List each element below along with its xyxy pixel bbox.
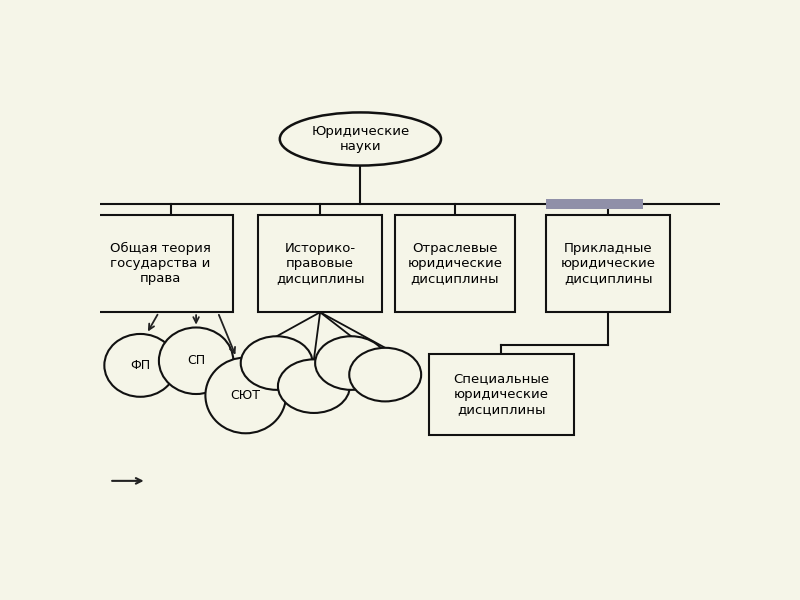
- Circle shape: [278, 359, 350, 413]
- Ellipse shape: [280, 112, 441, 166]
- Bar: [394, 215, 515, 312]
- Ellipse shape: [104, 334, 176, 397]
- Bar: [258, 215, 382, 312]
- Text: ФП: ФП: [130, 359, 150, 372]
- Text: Отраслевые
юридические
дисциплины: Отраслевые юридические дисциплины: [407, 242, 502, 285]
- Bar: [546, 215, 670, 312]
- Bar: [88, 215, 234, 312]
- Text: Юридические
науки: Юридические науки: [311, 125, 410, 153]
- Ellipse shape: [159, 328, 234, 394]
- Text: СП: СП: [187, 354, 205, 367]
- Bar: [546, 199, 642, 209]
- Text: Общая теория
государства и
права: Общая теория государства и права: [110, 242, 211, 285]
- Circle shape: [315, 336, 387, 390]
- Text: Специальные
юридические
дисциплины: Специальные юридические дисциплины: [454, 373, 550, 416]
- Circle shape: [241, 336, 313, 390]
- Ellipse shape: [206, 358, 286, 433]
- Text: Историко-
правовые
дисциплины: Историко- правовые дисциплины: [276, 242, 364, 285]
- Bar: [429, 354, 574, 434]
- Text: Прикладные
юридические
дисциплины: Прикладные юридические дисциплины: [561, 242, 656, 285]
- Circle shape: [350, 348, 421, 401]
- Text: СЮТ: СЮТ: [230, 389, 261, 402]
